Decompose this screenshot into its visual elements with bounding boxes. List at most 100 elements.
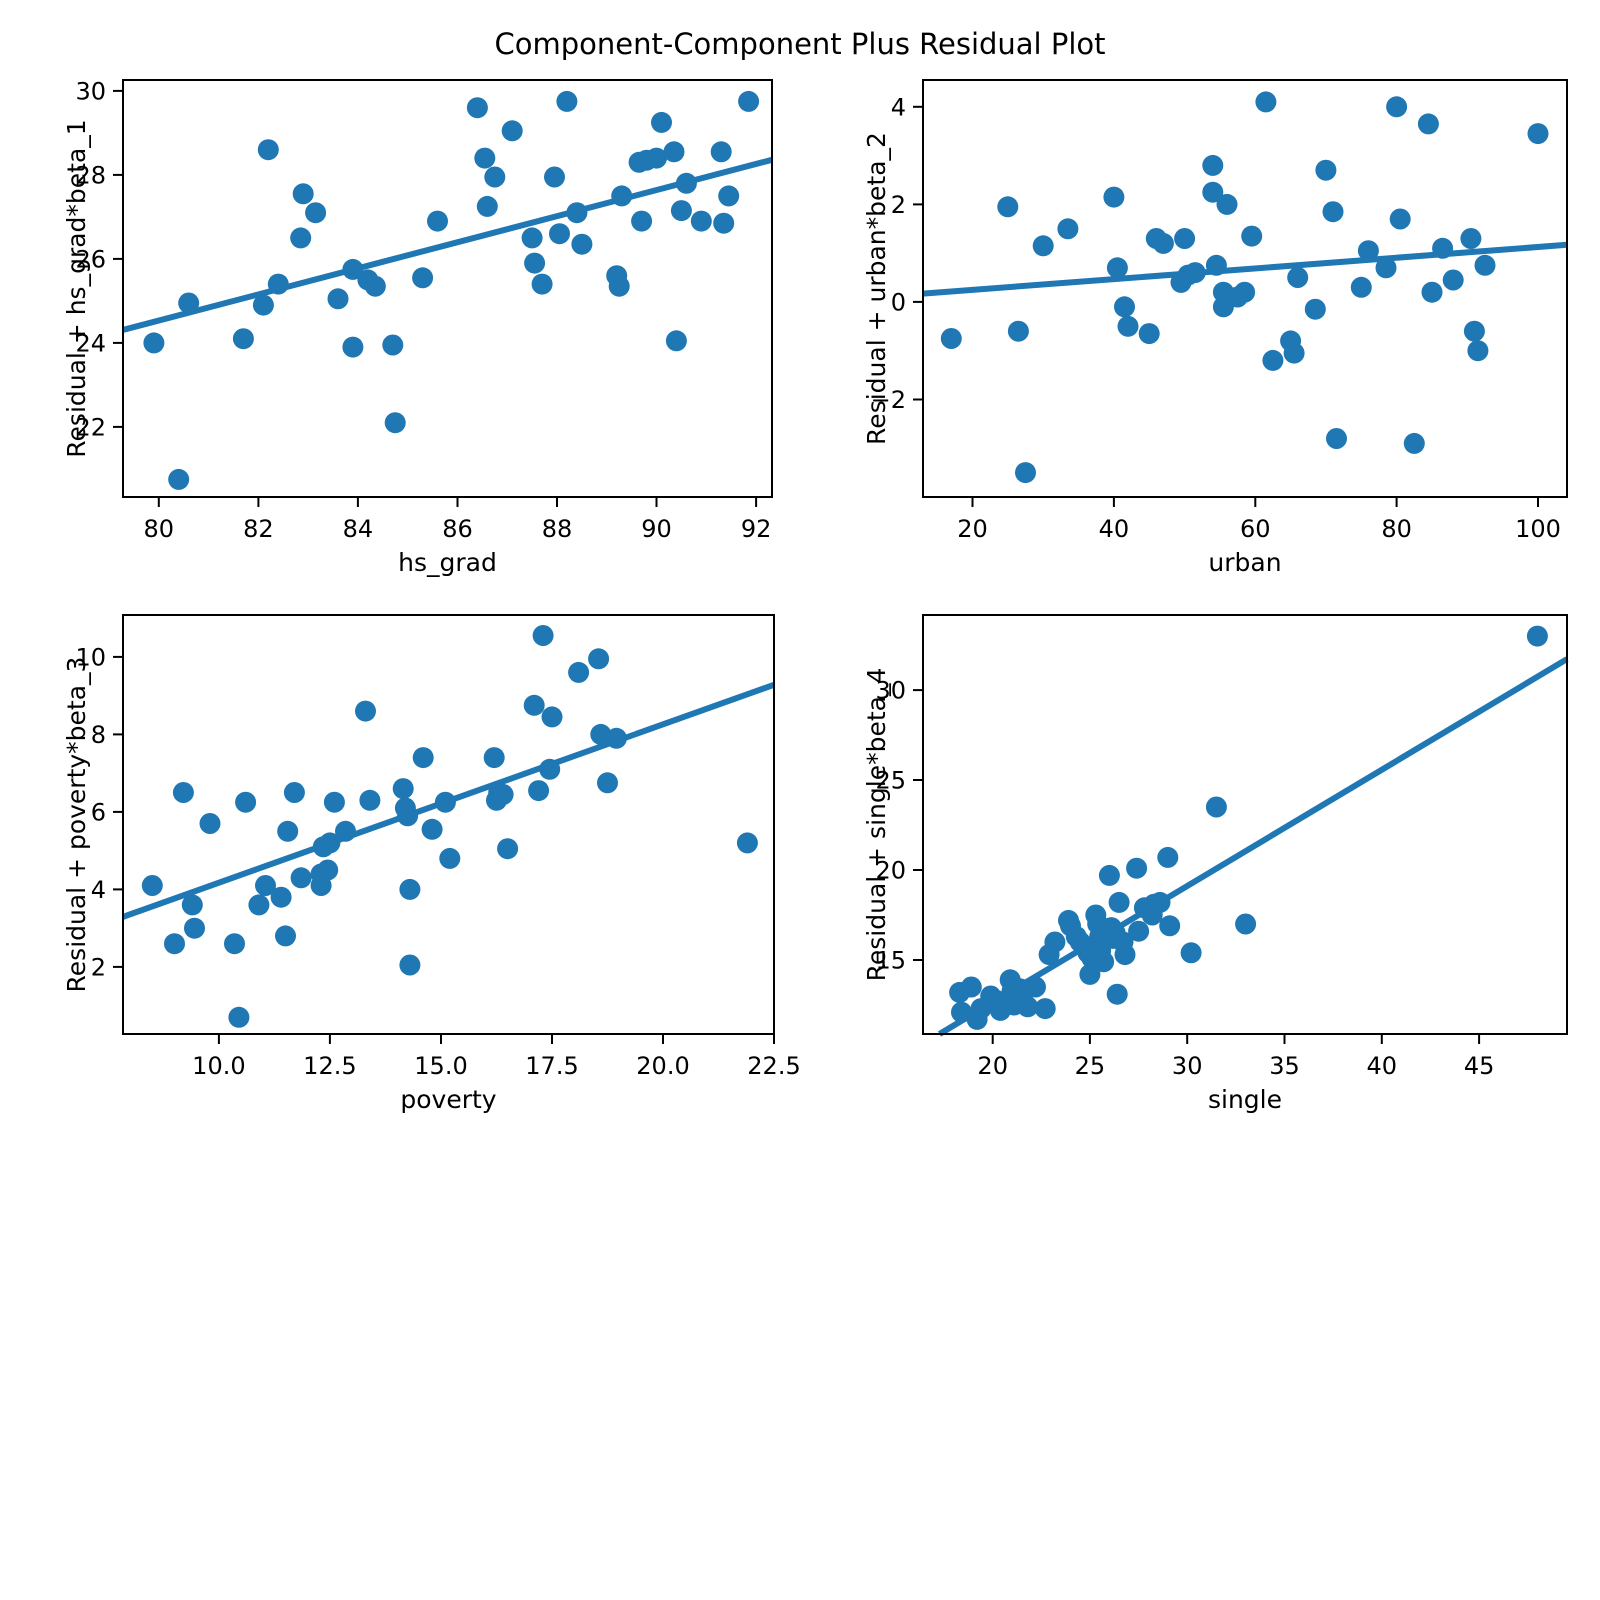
scatter-point [1386, 96, 1408, 118]
trend-line [121, 681, 776, 920]
scatter-point [141, 875, 163, 896]
scatter-point [1044, 931, 1066, 953]
scatter-point [1152, 232, 1174, 254]
y-tick-label: 20 [875, 857, 906, 885]
scatter-point [1463, 320, 1485, 342]
scatter-point [960, 976, 982, 998]
x-tick-label: 12.5 [303, 1052, 356, 1080]
x-tick-label: 20 [957, 515, 988, 543]
scatter-point [399, 878, 421, 900]
scatter-point [235, 791, 257, 813]
scatter-point [439, 847, 461, 869]
scatter-point [631, 210, 653, 232]
trend-line [937, 656, 1569, 1037]
scatter-point [1357, 240, 1379, 262]
scatter-point [1205, 796, 1227, 818]
scatter-point [1093, 951, 1115, 973]
scatter-point [940, 328, 962, 349]
scatter-point [1322, 201, 1344, 223]
scatter-point [608, 275, 630, 297]
scatter-point [277, 820, 299, 842]
scatter-point [1235, 913, 1257, 935]
x-axis-label: hs_grad [398, 548, 497, 577]
scatter-point [1241, 225, 1263, 247]
y-tick-label: 25 [875, 767, 906, 795]
scatter-point [327, 288, 349, 310]
scatter-point [1106, 257, 1128, 279]
y-tick-label: 0 [891, 288, 906, 316]
scatter-point [1079, 963, 1101, 985]
scatter-point [1417, 113, 1439, 135]
scatter-point [228, 1006, 250, 1028]
scatter-point [1527, 123, 1549, 145]
x-tick-label: 100 [1515, 515, 1561, 543]
y-tick-label: −2 [871, 386, 906, 414]
scatter-point [1174, 228, 1196, 249]
x-axis-label: poverty [400, 1085, 496, 1114]
scatter-point [541, 706, 563, 728]
scatter-point [1421, 281, 1443, 303]
scatter-point [199, 813, 221, 834]
scatter-point [232, 328, 254, 350]
y-axis-label: Residual + urban*beta_2 [862, 132, 891, 445]
x-tick-label: 90 [641, 515, 672, 543]
y-tick-label: 15 [875, 947, 906, 975]
scatter-point [412, 267, 434, 289]
x-tick-label: 80 [144, 515, 175, 543]
scatter-point [1034, 998, 1056, 1020]
scatter-point [364, 275, 386, 297]
scatter-point [713, 212, 735, 234]
scatter-point [1117, 315, 1139, 337]
scatter-point [1283, 342, 1305, 364]
scatter-point [283, 782, 305, 803]
x-axis-label: single [1208, 1085, 1282, 1114]
subplot-urban: 20 40 60 80 100 −2 0 2 4 urban Residual + urban*be… [862, 79, 1568, 577]
plot-frame [922, 79, 1568, 498]
scatter-point [1287, 267, 1309, 288]
scatter-point [1474, 254, 1496, 276]
scatter-point [275, 925, 296, 947]
scatter-point [549, 223, 570, 245]
scatter-point [1126, 857, 1148, 879]
scatter-point [1262, 349, 1284, 371]
scatter-point [1216, 193, 1238, 215]
scatter-point [466, 97, 488, 119]
y-tick-label: 8 [91, 721, 106, 749]
scatter-point [248, 894, 270, 916]
plot-frame [922, 614, 1568, 1035]
scatter-point [588, 648, 610, 670]
scatter-point [690, 210, 712, 232]
scatter-point [292, 183, 314, 205]
scatter-point [532, 625, 554, 646]
scatter-point [257, 139, 279, 161]
scatter-point [474, 147, 496, 169]
scatter-point [1202, 181, 1224, 203]
scatter-point [1114, 944, 1136, 966]
scatter-point [544, 166, 565, 188]
scatter-point [1007, 320, 1029, 342]
scatter-point [492, 784, 514, 805]
x-tick-label: 45 [1464, 1052, 1495, 1080]
x-tick-label: 88 [542, 515, 573, 543]
scatter-point [382, 334, 404, 356]
scatter-point [476, 195, 498, 217]
scatter-point [663, 141, 685, 163]
scatter-point [1157, 846, 1179, 868]
x-tick-label: 22.5 [747, 1052, 800, 1080]
y-tick-label: 2 [91, 953, 106, 981]
scatter-point [305, 202, 327, 224]
scatter-point [317, 859, 339, 881]
scatter-point [421, 818, 443, 840]
scatter-point [718, 185, 740, 207]
scatter-point [1180, 942, 1202, 964]
scatter-point [997, 196, 1019, 218]
scatter-point [1128, 920, 1150, 942]
scatter-point [1017, 996, 1039, 1018]
scatter-point [355, 700, 376, 722]
scatter-point [483, 747, 505, 769]
scatter-point [556, 90, 578, 112]
scatter-point [736, 832, 758, 854]
scatter-point [1350, 276, 1372, 298]
